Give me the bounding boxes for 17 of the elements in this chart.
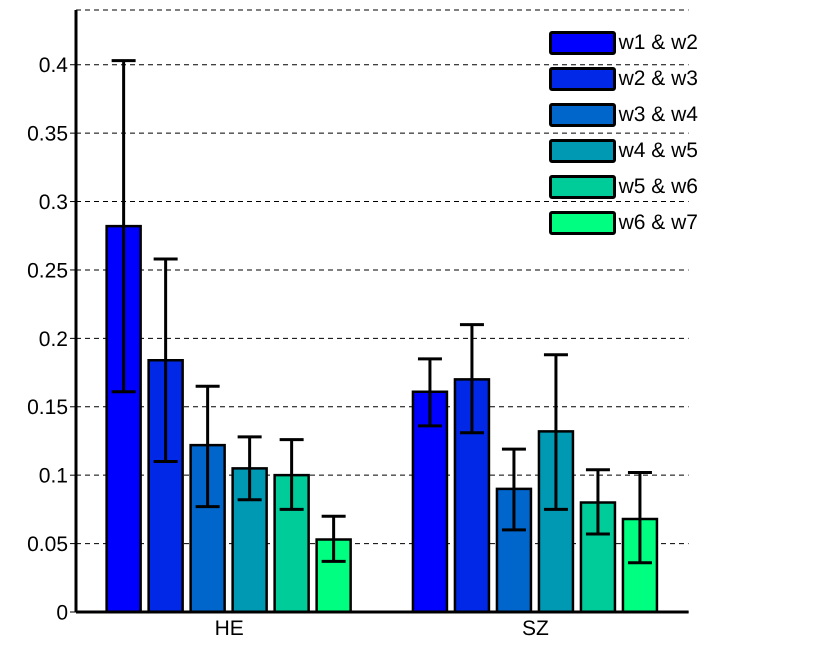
x-tick-label: HE xyxy=(214,616,244,640)
y-tick-label: 0.3 xyxy=(38,191,68,214)
legend-label: w5 & w6 xyxy=(618,174,698,198)
legend-label: w1 & w2 xyxy=(618,30,698,54)
y-tick-label: 0.2 xyxy=(38,328,68,351)
y-tick-label: 0.25 xyxy=(27,259,68,282)
y-tick-label: 0.1 xyxy=(38,464,68,488)
y-tick-label: 0.05 xyxy=(27,533,68,556)
x-tick-label: SZ xyxy=(522,616,550,640)
legend-label: w3 & w4 xyxy=(618,102,698,126)
legend-label: w6 & w7 xyxy=(618,210,698,234)
legend-label: w2 & w3 xyxy=(618,66,698,90)
y-tick-label: 0.4 xyxy=(38,54,68,78)
y-tick-label: 0 xyxy=(56,601,68,624)
y-tick-label: 0.15 xyxy=(27,396,68,420)
legend-label: w4 & w5 xyxy=(618,138,698,162)
y-tick-label: 0.35 xyxy=(27,122,68,146)
